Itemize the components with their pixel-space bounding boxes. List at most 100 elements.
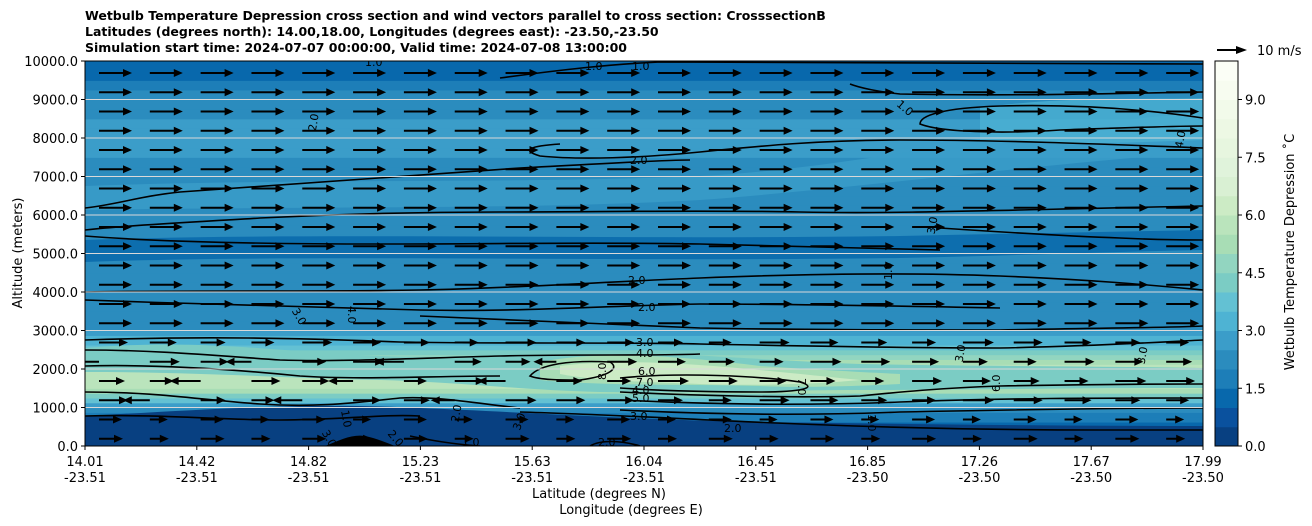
wind-arrow-head-icon	[936, 223, 946, 231]
contour-label: 7.0	[636, 376, 654, 389]
wind-arrow-head-icon	[680, 377, 689, 385]
wind-arrow-head-icon	[1131, 396, 1141, 405]
wind-arrow-head-icon	[123, 165, 132, 174]
x-tick-label-longitude: -23.51	[735, 471, 777, 486]
y-tick-label: 8000.0	[33, 132, 79, 147]
wind-arrow-head-icon	[1088, 184, 1098, 193]
wind-arrow-head-icon	[834, 223, 844, 231]
wind-arrow-head-icon	[628, 357, 638, 366]
wind-arrow-head-icon	[1190, 184, 1200, 193]
wind-arrow-head-icon	[275, 203, 285, 212]
wind-key: 10 m/s	[1217, 44, 1302, 59]
wind-arrow-head-icon	[682, 300, 691, 308]
contour-line	[85, 299, 1001, 312]
wind-arrow-head-icon	[167, 338, 177, 347]
wind-arrow-head-icon	[123, 242, 132, 251]
wind-arrow-head-icon	[580, 165, 590, 174]
contour-line	[528, 139, 1203, 159]
wind-arrow-head-icon	[732, 319, 742, 328]
wind-arrow-head-icon	[326, 165, 336, 174]
contour-line	[85, 349, 701, 362]
wind-arrow-head-icon	[478, 203, 488, 212]
wind-arrow-head-icon	[224, 107, 234, 116]
wind-arrow-head-icon	[123, 107, 132, 116]
wind-arrow-head-icon	[326, 203, 336, 212]
wind-arrow-head-icon	[986, 107, 996, 116]
wind-arrow-head-icon	[783, 88, 793, 97]
contour-label: 7.0	[795, 378, 808, 396]
wind-arrow-head-icon	[427, 88, 437, 97]
field-band	[85, 166, 1203, 178]
wind-arrow-head-icon	[1088, 319, 1098, 328]
field-band	[85, 412, 1203, 418]
wind-arrow-head-icon	[326, 146, 336, 154]
wind-arrow-head-icon	[224, 300, 234, 308]
contour-line	[409, 435, 481, 446]
wind-arrow-head-icon	[1037, 203, 1047, 212]
wind-arrow-head-icon	[875, 377, 885, 385]
wind-arrow-head-icon	[576, 396, 586, 405]
x-tick-label-latitude: 16.45	[737, 455, 774, 470]
wind-arrow-head-icon	[529, 203, 539, 212]
wind-arrow-head-icon	[173, 126, 183, 135]
wind-arrow-head-icon	[732, 107, 742, 116]
wind-arrow-head-icon	[631, 107, 641, 116]
wind-arrow-head-icon	[1139, 69, 1149, 77]
contour-label: 1.0	[865, 414, 878, 432]
wind-arrow-head-icon	[275, 184, 285, 193]
wind-arrow-head-icon	[573, 377, 583, 385]
contour-line	[85, 337, 1203, 349]
colorbar-swatch	[1215, 369, 1238, 389]
wind-arrow-head-icon	[1190, 223, 1200, 231]
wind-arrow-head-icon	[936, 88, 946, 97]
contour-label: 6.0	[990, 375, 1003, 393]
wind-arrow-head-icon	[1088, 300, 1098, 308]
wind-arrow-head-icon	[377, 300, 387, 308]
contour-label: 3.0	[1135, 346, 1151, 365]
contour-label: 3.0	[630, 410, 648, 423]
field-band	[85, 89, 1203, 101]
wind-arrow-head-icon	[169, 377, 179, 385]
wind-arrow-head-icon	[1139, 146, 1149, 154]
wind-arrow-head-icon	[732, 261, 742, 270]
wind-arrow-head-icon	[1088, 261, 1098, 270]
wind-arrow-head-icon	[478, 319, 488, 328]
wind-arrow-head-icon	[936, 126, 946, 135]
wind-arrow-head-icon	[1190, 242, 1200, 251]
wind-arrow-head-icon	[272, 396, 282, 405]
wind-arrow-head-icon	[783, 300, 793, 308]
wind-arrow-head-icon	[768, 415, 778, 424]
wind-arrow-head-icon	[1134, 357, 1144, 366]
wind-arrow-head-icon	[275, 261, 285, 270]
wind-arrow-head-icon	[326, 126, 336, 135]
wind-arrow-head-icon	[317, 357, 327, 366]
wind-arrow-head-icon	[1088, 146, 1098, 154]
wind-arrow-head-icon	[732, 223, 742, 231]
contour-label: 2.0	[449, 404, 465, 423]
wind-arrow-head-icon	[783, 280, 793, 289]
wind-arrow-head-icon	[417, 377, 427, 385]
wind-arrow-head-icon	[1190, 280, 1200, 289]
wind-arrow-head-icon	[377, 107, 387, 116]
colorbar-swatch	[1215, 80, 1238, 100]
wind-arrow-head-icon	[123, 184, 132, 193]
wind-arrow-head-icon	[986, 242, 996, 251]
wind-arrow-head-icon	[1082, 396, 1092, 405]
wind-arrow-head-icon	[936, 165, 946, 174]
wind-arrow-head-icon	[1030, 377, 1040, 385]
colorbar-swatch	[1215, 426, 1238, 447]
field-band	[85, 344, 1203, 351]
wind-arrow-head-icon	[834, 146, 844, 154]
wind-arrow-head-icon	[1033, 396, 1043, 405]
wind-arrow-head-icon	[682, 69, 691, 77]
wind-arrow-head-icon	[1033, 338, 1043, 347]
wind-arrow-head-icon	[427, 319, 437, 328]
wind-arrow-head-icon	[1037, 223, 1047, 231]
field-band	[85, 157, 1203, 168]
wind-arrow-head-icon	[936, 203, 946, 212]
wind-arrow-head-icon	[1129, 415, 1139, 424]
contour-label: 1.0	[632, 60, 650, 73]
wind-arrow-head-icon	[878, 396, 888, 405]
contour-line	[85, 205, 1203, 231]
wind-arrow-head-icon	[533, 357, 543, 366]
